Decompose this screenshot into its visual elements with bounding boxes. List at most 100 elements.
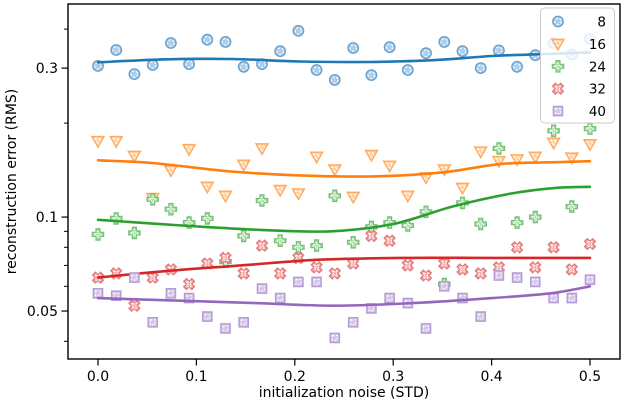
marker-inner-dash <box>495 263 503 271</box>
marker-inner-dash <box>421 174 431 182</box>
marker-inner-dash <box>495 144 503 152</box>
scatter-point <box>548 292 559 304</box>
series-32 <box>91 229 597 312</box>
scatter-point <box>219 36 232 48</box>
marker-shape <box>220 323 231 334</box>
scatter-point <box>272 184 288 198</box>
marker-inner-dash <box>495 272 502 279</box>
scatter-point <box>110 44 123 56</box>
scatter-point <box>218 190 233 204</box>
scatter-point <box>455 182 470 196</box>
scatter-point <box>473 146 488 160</box>
marker-shape <box>219 251 232 265</box>
legend-entry-40: 40 <box>552 104 606 120</box>
scatter-point <box>420 47 432 60</box>
trend-line-32 <box>96 256 592 279</box>
scatter-point <box>311 276 322 288</box>
marker-shape <box>309 151 324 165</box>
scatter-point <box>474 62 487 74</box>
marker-shape <box>582 139 598 152</box>
marker-inner-dash <box>112 138 121 146</box>
marker-inner-dash <box>586 125 594 133</box>
scatter-point <box>256 283 268 294</box>
marker-shape <box>547 241 560 254</box>
marker-shape <box>584 274 596 286</box>
marker-shape <box>293 276 304 288</box>
marker-shape <box>565 200 579 213</box>
marker-inner-dash <box>367 152 376 160</box>
x-legend-icon <box>551 82 565 95</box>
scatter-point <box>564 152 580 166</box>
marker-shape <box>473 146 488 160</box>
y-tick-label: 0.3 <box>36 61 58 77</box>
scatter-point <box>182 277 196 291</box>
scatter-point <box>547 241 560 254</box>
marker-shape <box>201 212 214 225</box>
marker-shape <box>109 267 123 280</box>
marker-shape <box>92 287 104 299</box>
marker-inner-dash <box>385 43 394 51</box>
plus-legend-icon <box>551 60 565 73</box>
marker-inner-dash <box>531 213 539 221</box>
scatter-point <box>583 237 597 251</box>
marker-inner-dash <box>513 219 521 227</box>
marker-inner-dash <box>94 230 102 238</box>
marker-inner-dash <box>553 40 563 49</box>
scatter-point <box>565 263 579 276</box>
marker-inner-dash <box>259 285 265 292</box>
marker-shape <box>255 194 269 207</box>
scatter-point <box>91 271 105 284</box>
scatter-point <box>511 60 523 73</box>
marker-inner-dash <box>222 325 229 332</box>
marker-inner-dash <box>276 269 284 277</box>
marker-inner-dash <box>440 166 449 174</box>
marker-inner-dash <box>313 263 321 271</box>
scatter-point <box>146 193 159 206</box>
scatter-point <box>438 257 451 270</box>
marker-inner-dash <box>495 46 503 55</box>
scatter-point <box>493 270 505 281</box>
marker-shape <box>401 259 415 272</box>
scatter-point <box>547 124 560 138</box>
marker-shape <box>365 229 378 243</box>
marker-shape <box>475 311 487 322</box>
marker-shape <box>237 267 250 280</box>
marker-inner-dash <box>276 47 284 55</box>
scatter-point <box>328 189 342 203</box>
marker-shape <box>90 135 106 149</box>
scatter-point <box>329 332 341 344</box>
marker-shape <box>108 135 124 149</box>
scatter-point <box>310 261 323 274</box>
marker-shape <box>552 105 564 117</box>
scatter-point <box>475 311 487 322</box>
scatter-point <box>220 323 231 334</box>
marker-inner-dash <box>404 261 412 269</box>
marker-shape <box>474 267 487 280</box>
marker-shape <box>551 60 565 73</box>
scatter-point <box>328 74 341 86</box>
marker-inner-dash <box>331 192 339 200</box>
marker-shape <box>182 277 196 291</box>
marker-inner-dash <box>367 232 375 240</box>
scatter-point <box>310 239 323 252</box>
marker-shape <box>551 82 565 95</box>
marker-shape <box>400 190 416 204</box>
marker-shape <box>492 142 506 155</box>
scatter-point <box>292 241 305 254</box>
marker-inner-dash <box>185 146 194 154</box>
marker-inner-dash <box>585 141 595 149</box>
marker-shape <box>493 270 505 281</box>
marker-shape <box>347 316 359 328</box>
marker-inner-dash <box>331 334 338 341</box>
marker-inner-dash <box>554 62 562 70</box>
marker-inner-dash <box>349 238 357 246</box>
marker-inner-dash <box>554 85 562 93</box>
marker-inner-dash <box>185 219 193 227</box>
scatter-point <box>182 216 196 229</box>
marker-inner-dash <box>113 292 120 299</box>
marker-inner-dash <box>459 295 466 302</box>
marker-shape <box>583 237 597 251</box>
legend-entry-16: 16 <box>550 37 606 53</box>
scatter-point <box>254 143 270 156</box>
